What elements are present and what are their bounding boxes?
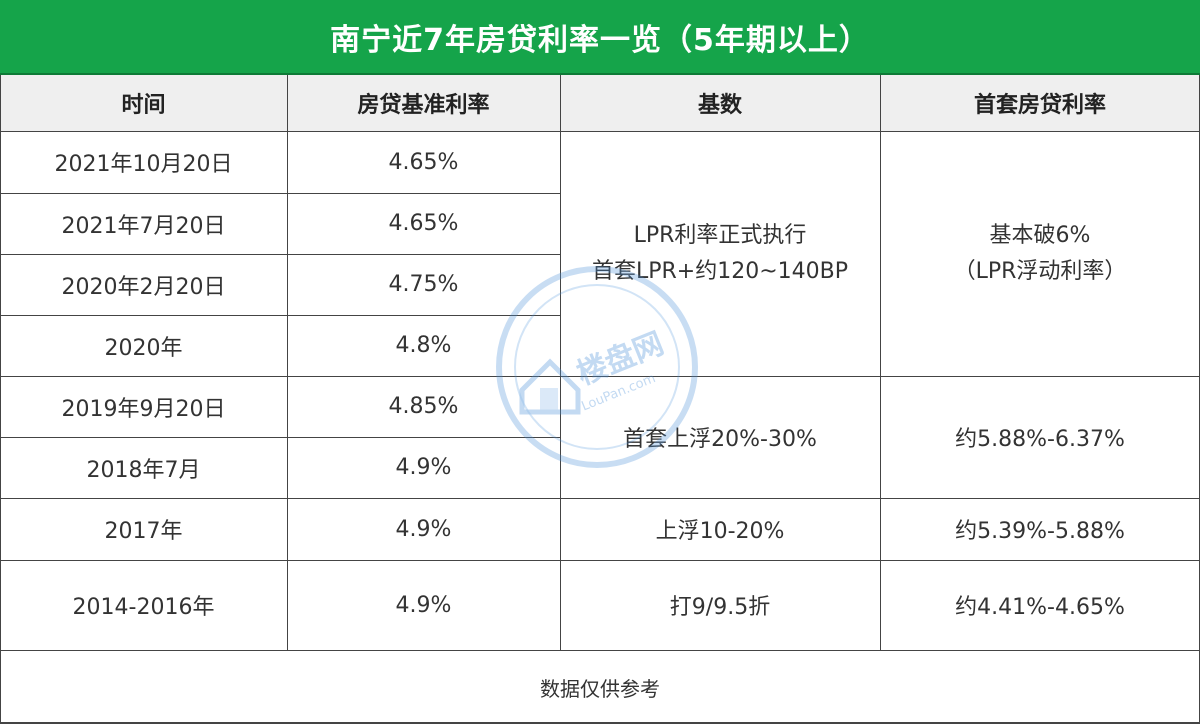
- footer-note: 数据仅供参考: [540, 676, 660, 701]
- base-rate-cell: 4.85%: [287, 376, 560, 437]
- basis-lpr-line1: LPR利率正式执行: [633, 222, 807, 248]
- grid-line: [560, 75, 561, 650]
- header-base-rate: 房贷基准利率: [287, 75, 560, 131]
- grid-line: [0, 650, 1200, 651]
- time-cell: 2017年: [0, 498, 287, 560]
- time-cell: 2020年2月20日: [0, 254, 287, 315]
- base-rate-cell: 4.9%: [287, 560, 560, 650]
- grid-line: [0, 254, 560, 255]
- basis-cell-float: 上浮10-20%: [560, 498, 880, 560]
- grid-line: [0, 131, 1200, 132]
- rate-lpr-line2: （LPR浮动利率）: [953, 258, 1127, 284]
- rate-cell-float: 约5.39%-5.88%: [880, 498, 1200, 560]
- header-time: 时间: [0, 75, 287, 131]
- grid-line: [0, 315, 560, 316]
- header-first-home-rate: 首套房贷利率: [880, 75, 1200, 131]
- time-cell: 2018年7月: [0, 437, 287, 498]
- grid-line: [287, 75, 288, 650]
- base-rate-cell: 4.9%: [287, 437, 560, 498]
- time-cell: 2014-2016年: [0, 560, 287, 650]
- time-cell: 2020年: [0, 315, 287, 376]
- time-cell: 2021年10月20日: [0, 131, 287, 193]
- grid-line: [0, 437, 560, 438]
- base-rate-cell: 4.75%: [287, 254, 560, 315]
- basis-cell-lpr: LPR利率正式执行 首套LPR+约120~140BP: [560, 131, 880, 376]
- grid-line: [880, 75, 881, 650]
- grid-line: [0, 722, 1200, 724]
- rate-cell-float: 约5.88%-6.37%: [880, 376, 1200, 498]
- table-title: 南宁近7年房贷利率一览（5年期以上）: [0, 0, 1200, 75]
- basis-cell-float: 首套上浮20%-30%: [560, 376, 880, 498]
- grid-line: [0, 376, 1200, 377]
- rate-cell-discount: 约4.41%-4.65%: [880, 560, 1200, 650]
- header-basis: 基数: [560, 75, 880, 131]
- base-rate-cell: 4.65%: [287, 193, 560, 254]
- rate-lpr-line1: 基本破6%: [989, 222, 1091, 248]
- base-rate-cell: 4.9%: [287, 498, 560, 560]
- time-cell: 2019年9月20日: [0, 376, 287, 437]
- base-rate-cell: 4.65%: [287, 131, 560, 193]
- grid-line: [0, 75, 1, 724]
- rate-cell-lpr: 基本破6% （LPR浮动利率）: [880, 131, 1200, 376]
- grid-line: [0, 498, 1200, 499]
- basis-cell-discount: 打9/9.5折: [560, 560, 880, 650]
- time-cell: 2021年7月20日: [0, 193, 287, 254]
- basis-lpr-line2: 首套LPR+约120~140BP: [591, 258, 849, 284]
- grid-line: [0, 560, 1200, 561]
- grid-line: [0, 193, 560, 194]
- base-rate-cell: 4.8%: [287, 315, 560, 376]
